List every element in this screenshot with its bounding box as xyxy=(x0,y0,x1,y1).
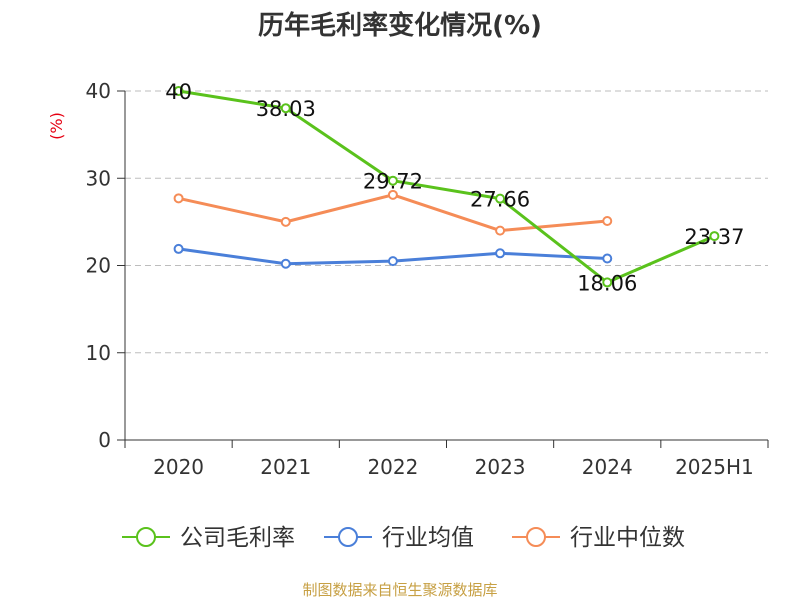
data-label: 40 xyxy=(165,80,192,104)
legend: 公司毛利率 行业均值 行业中位数 xyxy=(122,525,685,551)
y-axis-label: (%) xyxy=(47,112,66,140)
x-tick-label: 2022 xyxy=(367,455,418,479)
data-label: 23.37 xyxy=(684,225,744,249)
y-tick-label: 10 xyxy=(86,341,111,365)
data-label: 38.03 xyxy=(256,97,316,121)
data-point xyxy=(280,258,291,269)
grid-lines xyxy=(125,90,768,354)
legend-label: 公司毛利率 xyxy=(180,525,295,551)
y-tick-label: 30 xyxy=(86,166,111,190)
x-tick-label: 2021 xyxy=(260,455,311,479)
data-point xyxy=(173,86,184,96)
legend-marker xyxy=(338,527,358,547)
data-point xyxy=(495,225,506,236)
x-tick-label: 2025H1 xyxy=(675,455,754,479)
x-tick-label: 2024 xyxy=(582,455,633,479)
y-tick-label: 0 xyxy=(98,428,111,452)
data-labels: 40 38.03 29.72 27.66 18.06 23.37 xyxy=(165,80,744,295)
source-note: 制图数据来自恒生聚源数据库 xyxy=(302,581,497,599)
data-point xyxy=(495,248,506,259)
data-point xyxy=(495,193,506,204)
data-point xyxy=(387,189,398,200)
data-point xyxy=(173,193,184,204)
data-point xyxy=(280,216,291,227)
y-tick-label: 40 xyxy=(86,79,111,103)
data-label: 27.66 xyxy=(470,188,530,212)
x-tick-label: 2020 xyxy=(153,455,204,479)
data-point xyxy=(602,277,613,288)
data-label: 29.72 xyxy=(363,170,423,194)
data-point xyxy=(602,216,613,227)
chart-title: 历年毛利率变化情况(%) xyxy=(258,10,542,41)
data-point xyxy=(602,253,613,264)
series-line xyxy=(178,193,608,233)
legend-marker xyxy=(136,527,156,547)
data-point xyxy=(709,231,720,242)
data-point xyxy=(387,256,398,267)
data-point xyxy=(173,243,184,254)
legend-label: 行业均值 xyxy=(382,525,474,551)
legend-marker xyxy=(526,527,546,547)
data-label: 18.06 xyxy=(577,271,637,295)
y-tick-label: 20 xyxy=(86,254,111,278)
series-line xyxy=(178,89,716,284)
x-tick-label: 2023 xyxy=(475,455,526,479)
series-group xyxy=(173,86,720,288)
data-point xyxy=(280,103,291,114)
legend-label: 行业中位数 xyxy=(570,525,685,551)
axes: 0 10 20 30 40 2020 2021 2022 2023 2024 2025H1 xyxy=(86,79,769,479)
data-point xyxy=(387,175,398,186)
